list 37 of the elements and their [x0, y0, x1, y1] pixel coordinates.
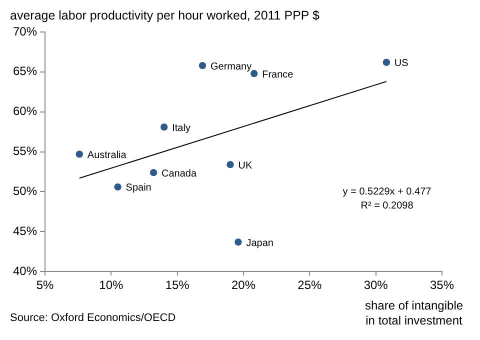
x-tick-label: 5% — [36, 278, 54, 292]
annotation: UK — [238, 160, 252, 172]
annotation: Spain — [126, 182, 152, 194]
x-tick-label: 20% — [231, 278, 256, 292]
x-tick-label: 15% — [165, 278, 190, 292]
y-tick-label: 55% — [12, 144, 38, 158]
annotation: y = 0.5229x + 0.477 — [342, 186, 432, 198]
x-tick-label: 30% — [364, 278, 388, 292]
y-tick-label: 70% — [12, 24, 38, 38]
y-axis-title: average labor productivity per hour worked, 2011 PPP $ — [10, 8, 320, 22]
x-axis-title: share of intangible in total investment — [364, 298, 464, 328]
annotation: R² = 0.2098 — [360, 200, 414, 212]
point — [226, 160, 234, 168]
point — [198, 62, 206, 70]
y-tick-label: 65% — [12, 64, 38, 78]
source-note: Source: Oxford Economics/OECD — [10, 312, 176, 324]
point — [250, 70, 258, 78]
point — [382, 58, 390, 66]
point — [150, 168, 158, 176]
y-tick-label: 45% — [12, 224, 38, 238]
annotation: Japan — [246, 238, 274, 249]
x-tick-label: 10% — [99, 278, 124, 292]
x-tick-label: 35% — [430, 278, 454, 292]
point — [76, 150, 84, 158]
annotation: Germany — [210, 61, 252, 72]
point — [234, 238, 242, 246]
point — [114, 183, 122, 191]
annotation: Italy — [172, 122, 190, 134]
annotation: Canada — [162, 168, 197, 180]
point — [160, 123, 168, 131]
annotation: Australia — [87, 150, 127, 161]
annotation: France — [262, 69, 294, 80]
y-tick-label: 50% — [12, 184, 38, 198]
y-tick-label: 40% — [12, 264, 38, 278]
x-tick-label: 25% — [298, 278, 322, 292]
y-tick-label: 60% — [12, 104, 38, 118]
annotation: US — [394, 58, 409, 70]
